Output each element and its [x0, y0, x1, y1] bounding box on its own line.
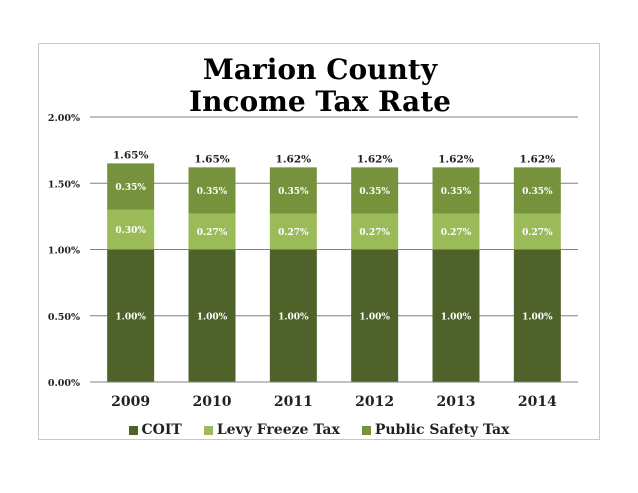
- data-label-coit: 1.00%: [197, 312, 228, 322]
- data-label-coit: 1.00%: [441, 312, 472, 322]
- x-tick-label: 2013: [437, 394, 476, 410]
- data-label-public-safety-tax: 0.35%: [278, 187, 309, 197]
- data-label-public-safety-tax: 0.35%: [441, 187, 472, 197]
- x-tick-label: 2012: [355, 394, 394, 410]
- data-label-public-safety-tax: 0.35%: [522, 187, 553, 197]
- y-tick-label: 1.00%: [48, 246, 80, 257]
- data-label-levy-freeze-tax: 0.27%: [197, 228, 228, 238]
- legend-item-coit: COIT: [128, 422, 182, 438]
- x-tick-label: 2014: [518, 394, 557, 410]
- bar-segment-levy-freeze-tax: [351, 213, 399, 250]
- legend-swatch-public-safety-tax: [361, 425, 371, 435]
- data-label-levy-freeze-tax: 0.27%: [359, 228, 390, 238]
- total-label: 1.65%: [113, 149, 149, 161]
- y-tick-label: 1.50%: [48, 179, 80, 190]
- bar-segment-public-safety-tax: [513, 167, 561, 214]
- legend-label-levy-freeze-tax: Levy Freeze Tax: [216, 422, 340, 438]
- bar-segment-public-safety-tax: [107, 163, 155, 210]
- data-label-public-safety-tax: 0.35%: [359, 187, 390, 197]
- total-label: 1.62%: [438, 153, 474, 165]
- legend-swatch-levy-freeze-tax: [203, 425, 213, 435]
- data-label-coit: 1.00%: [278, 312, 309, 322]
- data-label-coit: 1.00%: [522, 312, 553, 322]
- bar-segment-coit: [513, 249, 561, 382]
- bar-segment-public-safety-tax: [351, 167, 399, 214]
- legend-label-coit: COIT: [141, 422, 182, 438]
- total-label: 1.65%: [194, 153, 230, 165]
- bar-segment-coit: [269, 249, 317, 382]
- legend-item-public-safety-tax: Public Safety Tax: [361, 422, 510, 438]
- total-label: 1.62%: [276, 153, 312, 165]
- legend-swatch-coit: [128, 425, 138, 435]
- bar-segment-coit: [432, 249, 480, 382]
- data-label-levy-freeze-tax: 0.30%: [115, 226, 146, 236]
- bar-segment-levy-freeze-tax: [107, 209, 155, 250]
- data-label-levy-freeze-tax: 0.27%: [278, 228, 309, 238]
- bar-segment-public-safety-tax: [432, 167, 480, 214]
- data-label-public-safety-tax: 0.35%: [115, 183, 146, 193]
- total-label: 1.62%: [357, 153, 393, 165]
- total-label: 1.62%: [520, 153, 556, 165]
- chart-title-line-2: Income Tax Rate: [189, 85, 451, 118]
- legend-item-levy-freeze-tax: Levy Freeze Tax: [203, 422, 340, 438]
- bar-segment-levy-freeze-tax: [513, 213, 561, 250]
- y-tick-label: 0.00%: [48, 378, 80, 389]
- bar-segment-levy-freeze-tax: [188, 213, 236, 250]
- bar-segment-levy-freeze-tax: [269, 213, 317, 250]
- x-tick-label: 2011: [274, 394, 313, 410]
- bar-segment-coit: [351, 249, 399, 382]
- x-tick-label: 2010: [193, 394, 232, 410]
- bar-segment-coit: [188, 249, 236, 382]
- chart-title-line-1: Marion County: [202, 53, 438, 86]
- data-label-levy-freeze-tax: 0.27%: [522, 228, 553, 238]
- chart-legend: COIT Levy Freeze Tax Public Safety Tax: [0, 418, 638, 442]
- legend-label-public-safety-tax: Public Safety Tax: [374, 422, 510, 438]
- y-tick-label: 0.50%: [48, 312, 80, 323]
- y-tick-label: 2.00%: [48, 113, 80, 124]
- data-label-coit: 1.00%: [115, 312, 146, 322]
- bar-segment-coit: [107, 249, 155, 382]
- bar-segment-public-safety-tax: [269, 167, 317, 214]
- data-label-coit: 1.00%: [359, 312, 390, 322]
- x-tick-label: 2009: [111, 394, 150, 410]
- bar-segment-public-safety-tax: [188, 167, 236, 214]
- bar-segment-levy-freeze-tax: [432, 213, 480, 250]
- data-label-levy-freeze-tax: 0.27%: [441, 228, 472, 238]
- data-label-public-safety-tax: 0.35%: [197, 187, 228, 197]
